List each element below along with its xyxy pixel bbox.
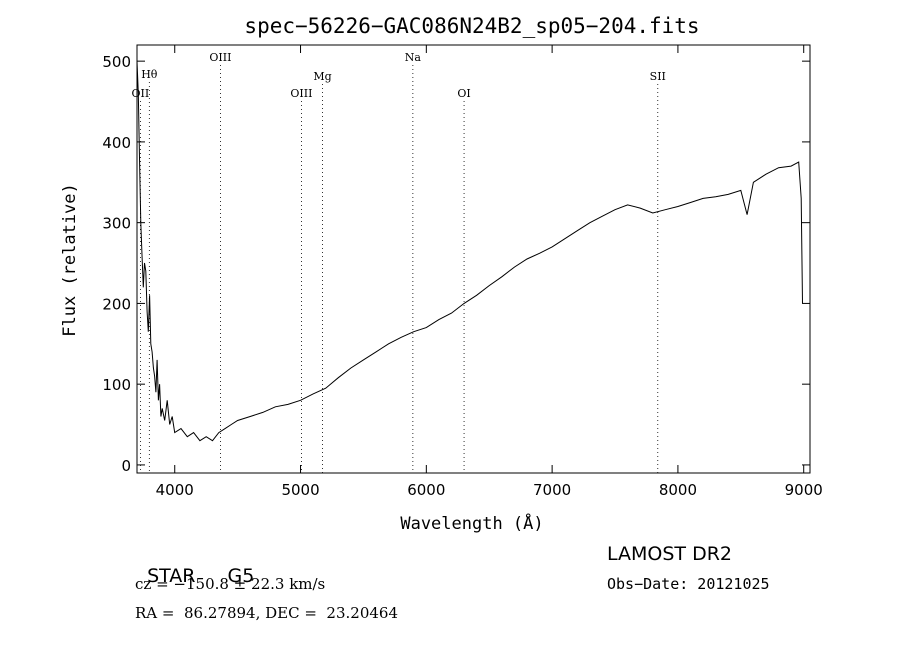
y-tick-label: 200 [102,295,131,313]
line-marker-label: Hθ [141,68,158,81]
y-tick-label: 300 [102,215,131,233]
line-marker-label: SII [650,70,666,83]
survey-label: LAMOST DR2 [607,543,732,565]
line-marker-label: OIII [290,87,312,100]
subclass-label: G5 [227,565,255,587]
x-tick-label: 5000 [281,481,319,499]
x-tick-label: 4000 [156,481,194,499]
y-tick-label: 0 [121,457,131,475]
line-marker-label: OIII [209,51,231,64]
redshift-label: cz = −150.8 ± 22.3 km/s [135,575,326,593]
line-marker-label: Na [405,51,422,64]
x-axis-label: Wavelength (Å) [400,512,543,534]
y-tick-label: 500 [102,53,131,71]
y-axis: 0 100 200 300 400 500 [102,53,810,475]
x-axis: 4000 5000 6000 7000 8000 9000 [156,45,823,499]
spectrum-line [136,61,803,442]
class-label: STAR [147,565,196,587]
x-tick-label: 7000 [533,481,571,499]
coordinates-label: RA = 86.27894, DEC = 23.20464 [135,604,399,622]
y-tick-label: 400 [102,134,131,152]
object-class: STAR G5 [135,543,254,587]
chart-title: spec−56226−GAC086N24B2_sp05−204.fits [244,14,699,38]
obs-date-label: Obs−Date: 20121025 [607,575,770,593]
line-marker-label: OII [132,87,150,100]
line-marker-label: OI [457,87,470,100]
x-tick-label: 6000 [407,481,445,499]
y-axis-label: Flux (relative) [60,183,80,337]
plot-frame [136,44,811,474]
line-marker-label: Mg [313,70,331,83]
y-tick-label: 100 [102,376,131,394]
x-tick-label: 9000 [785,481,823,499]
x-tick-label: 8000 [659,481,697,499]
